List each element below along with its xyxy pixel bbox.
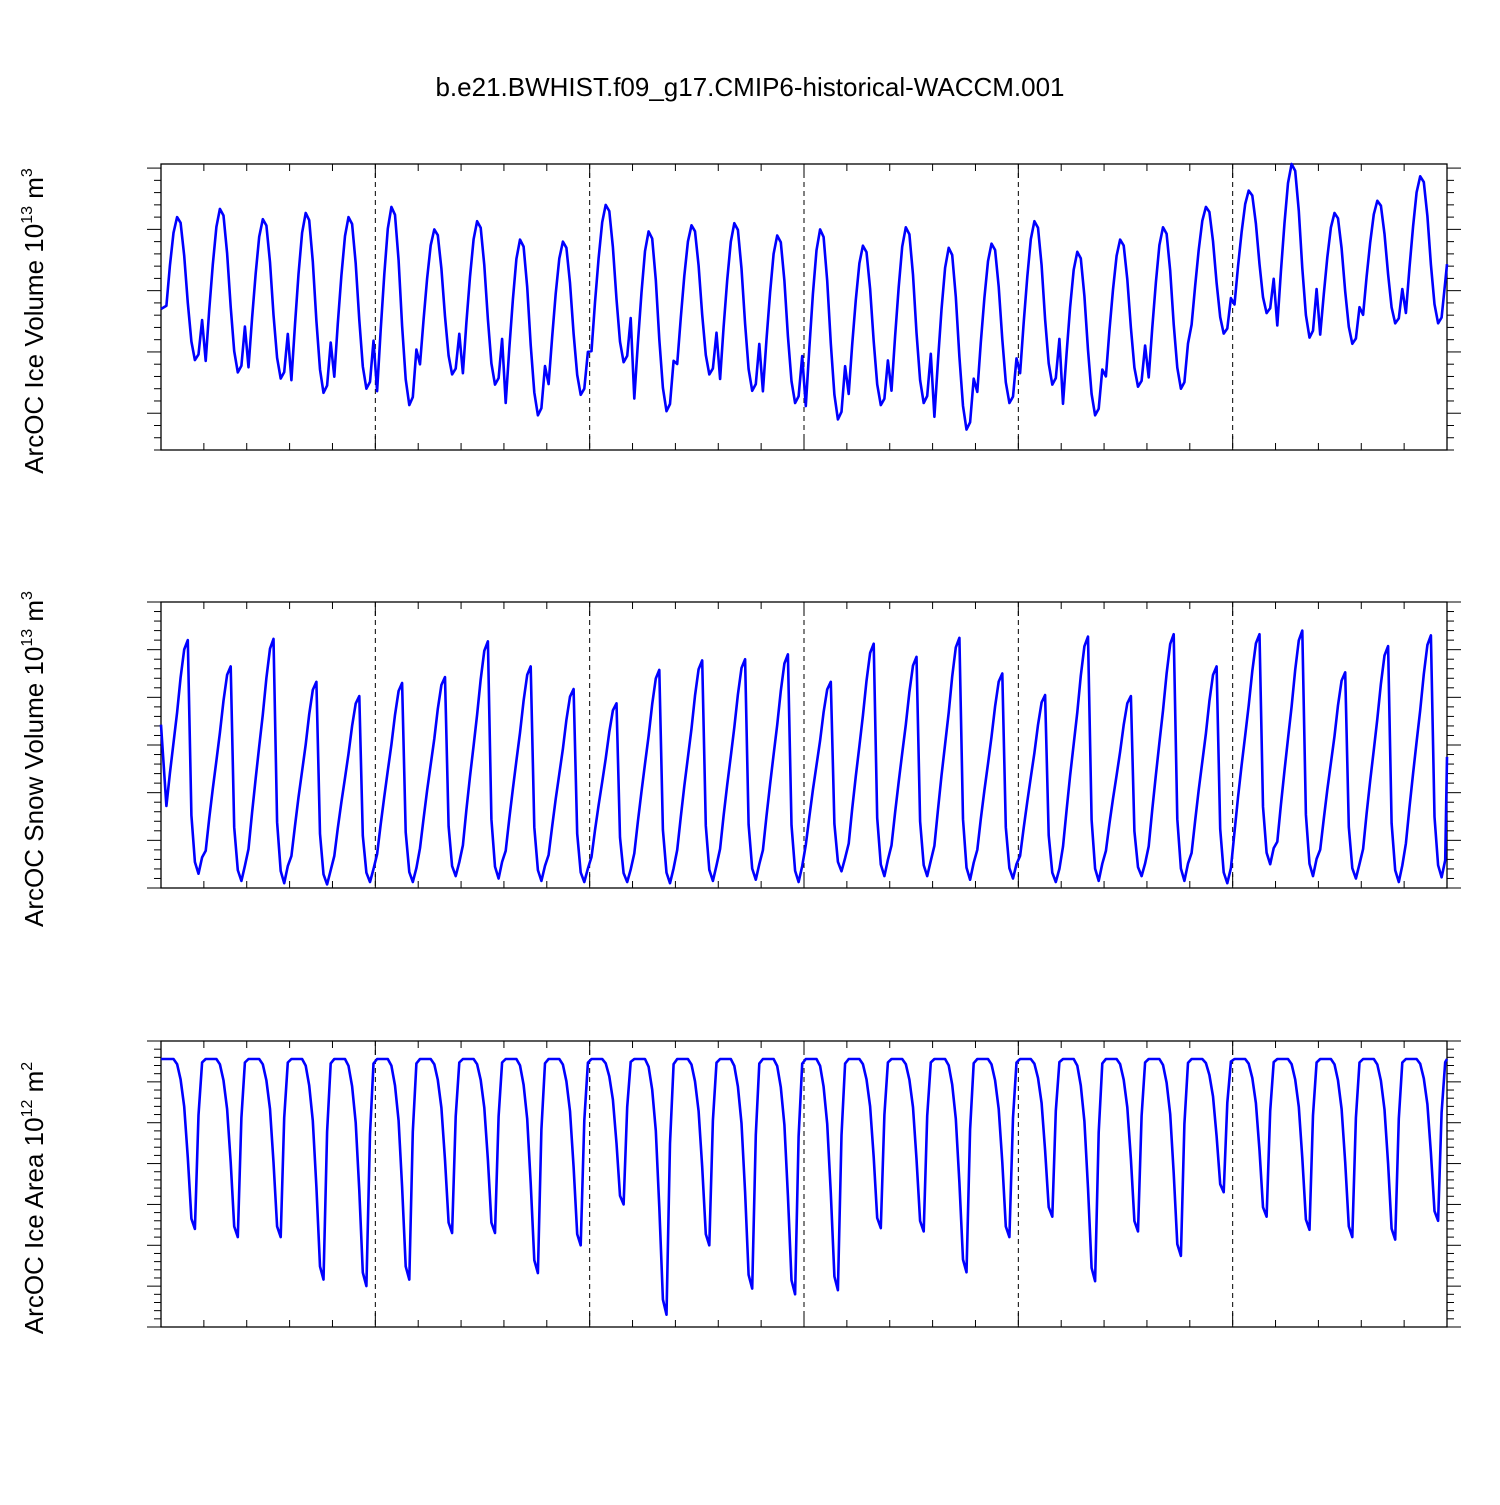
- y-axis-label-part: ArcOC Snow Volume 10: [19, 647, 49, 927]
- y-axis-label-part: ArcOC Ice Volume 10: [19, 224, 49, 474]
- y-axis-label-part: ArcOC Ice Area 10: [19, 1117, 49, 1334]
- y-axis-label-part: m: [19, 600, 49, 629]
- series-line-snow-volume: [159, 629, 1449, 886]
- y-axis-label: ArcOC Ice Volume 1013 m3: [19, 168, 49, 474]
- y-axis-label-superscript: 13: [19, 629, 36, 647]
- panel-snow-volume: ArcOC Snow Volume 1013 m3: [19, 591, 1461, 927]
- y-axis-label-part: m: [19, 177, 49, 206]
- y-axis-label-superscript: 12: [19, 1100, 36, 1118]
- y-axis-label-superscript: 3: [19, 591, 36, 600]
- y-axis-label-superscript: 2: [19, 1062, 36, 1071]
- series-line-ice-volume: [160, 162, 1449, 431]
- panel-ice-area: ArcOC Ice Area 1012 m2: [19, 1040, 1461, 1334]
- y-axis-label: ArcOC Snow Volume 1013 m3: [19, 591, 49, 927]
- figure-title: b.e21.BWHIST.f09_g17.CMIP6-historical-WA…: [435, 72, 1064, 102]
- y-axis-label: ArcOC Ice Area 1012 m2: [19, 1062, 49, 1334]
- series-line-ice-area: [161, 1057, 1449, 1316]
- y-axis-label-superscript: 3: [19, 168, 36, 177]
- panel-ice-volume: ArcOC Ice Volume 1013 m3: [19, 162, 1461, 474]
- y-axis-label-part: m: [19, 1071, 49, 1100]
- y-axis-label-superscript: 13: [19, 206, 36, 224]
